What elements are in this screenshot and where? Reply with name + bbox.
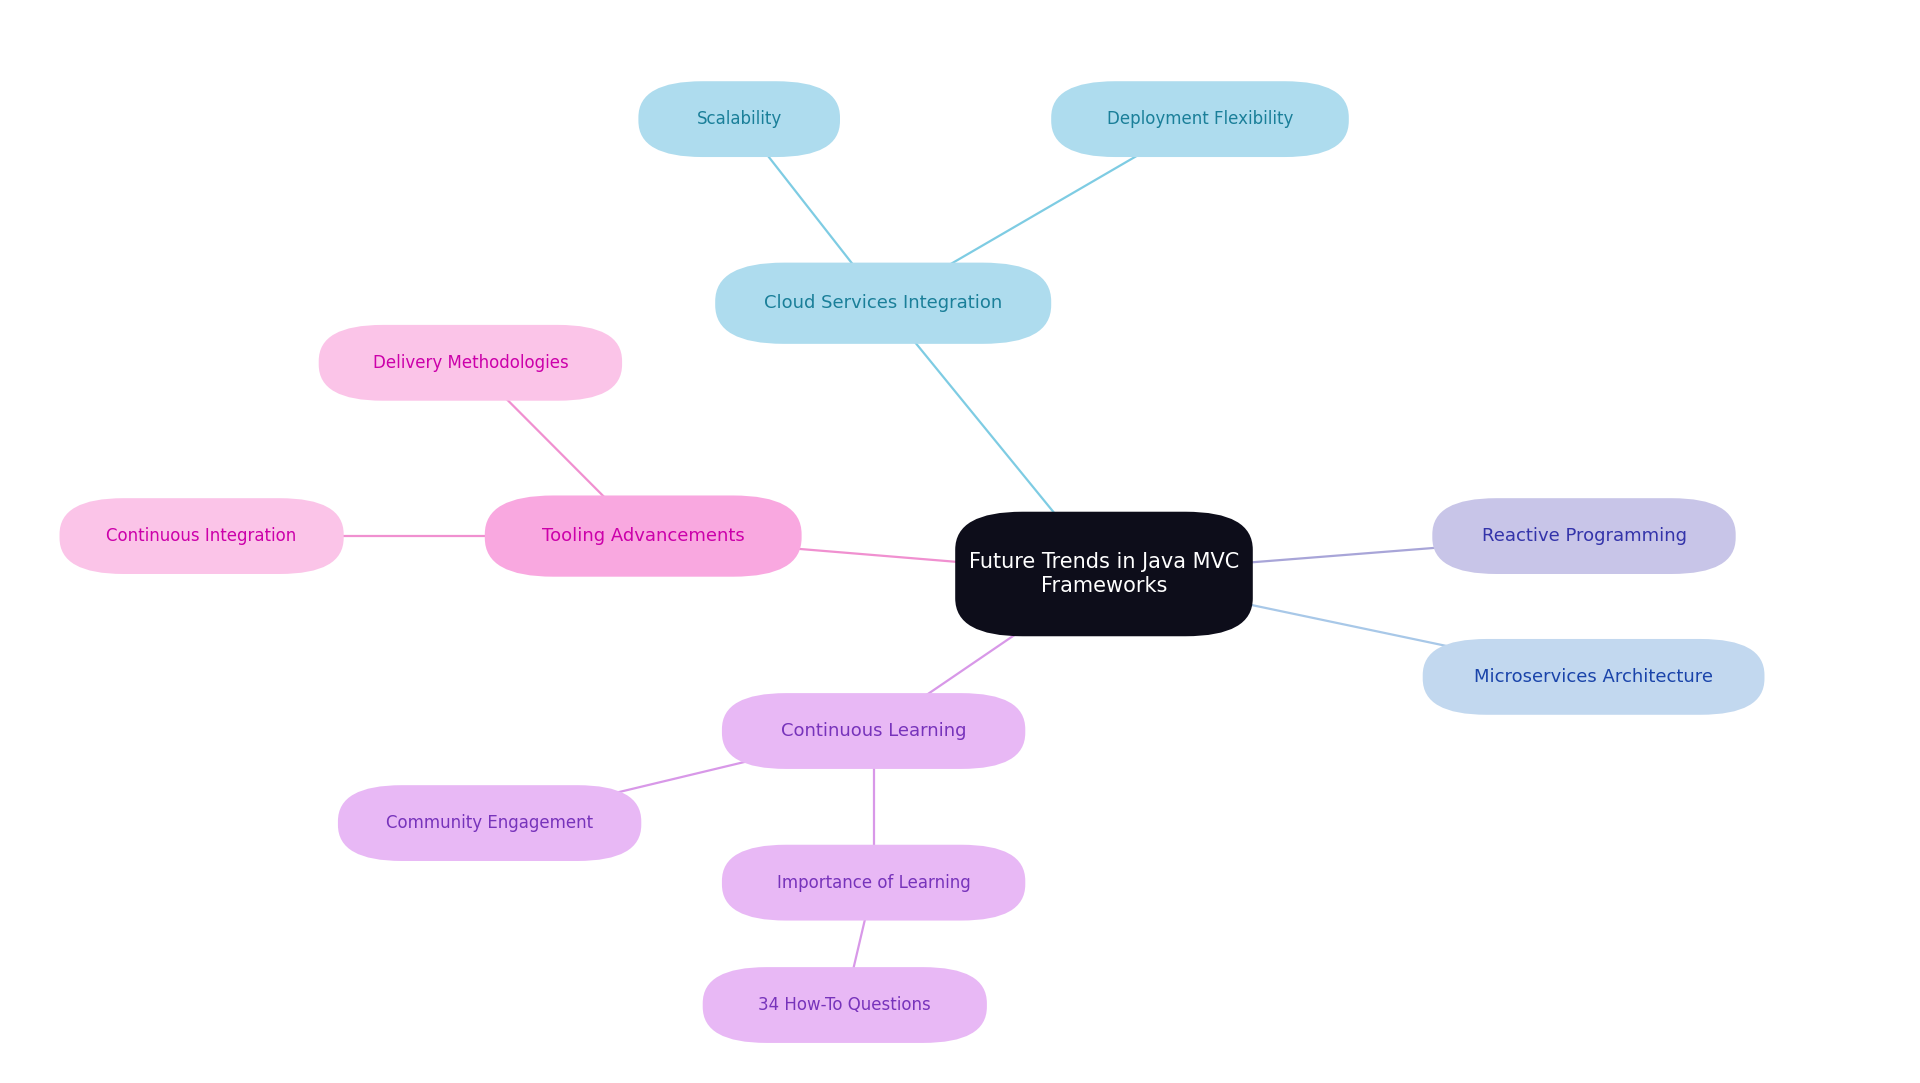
Text: Importance of Learning: Importance of Learning <box>778 874 970 891</box>
FancyBboxPatch shape <box>338 785 641 861</box>
Text: Microservices Architecture: Microservices Architecture <box>1475 668 1713 686</box>
Text: Continuous Learning: Continuous Learning <box>781 722 966 740</box>
Text: Delivery Methodologies: Delivery Methodologies <box>372 354 568 371</box>
Text: Reactive Programming: Reactive Programming <box>1482 527 1686 545</box>
FancyBboxPatch shape <box>637 81 841 157</box>
Text: Scalability: Scalability <box>697 110 781 128</box>
Text: Future Trends in Java MVC
Frameworks: Future Trends in Java MVC Frameworks <box>970 552 1238 596</box>
FancyBboxPatch shape <box>319 325 622 401</box>
FancyBboxPatch shape <box>1052 81 1348 157</box>
Text: Cloud Services Integration: Cloud Services Integration <box>764 295 1002 312</box>
FancyBboxPatch shape <box>484 496 801 576</box>
FancyBboxPatch shape <box>703 967 987 1043</box>
FancyBboxPatch shape <box>714 263 1052 344</box>
Text: 34 How-To Questions: 34 How-To Questions <box>758 996 931 1014</box>
FancyBboxPatch shape <box>1423 639 1764 715</box>
FancyBboxPatch shape <box>1432 498 1736 574</box>
FancyBboxPatch shape <box>60 498 344 574</box>
Text: Community Engagement: Community Engagement <box>386 814 593 832</box>
FancyBboxPatch shape <box>722 845 1025 921</box>
Text: Tooling Advancements: Tooling Advancements <box>541 527 745 545</box>
Text: Continuous Integration: Continuous Integration <box>106 527 298 545</box>
Text: Deployment Flexibility: Deployment Flexibility <box>1106 110 1294 128</box>
FancyBboxPatch shape <box>722 693 1025 769</box>
FancyBboxPatch shape <box>954 512 1252 637</box>
